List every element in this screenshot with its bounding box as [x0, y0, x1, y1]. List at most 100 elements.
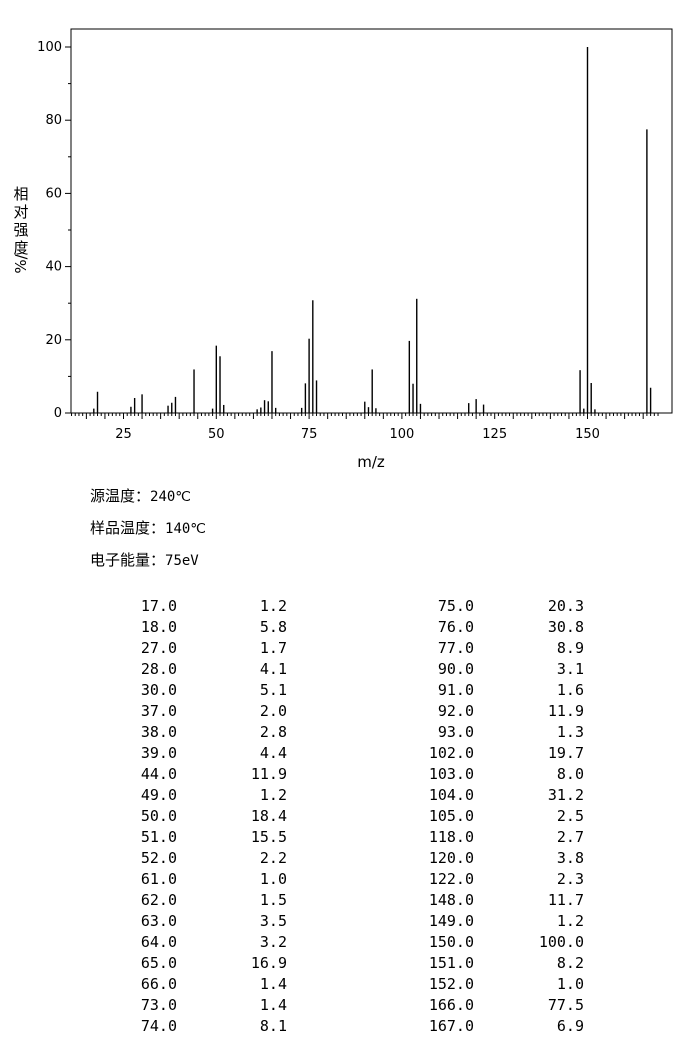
peak-mz: 38.0 — [140, 723, 177, 741]
y-axis-label-unit: %/ — [12, 253, 30, 273]
peak-intensity: 31.2 — [547, 786, 584, 804]
peak-row: 65.0 16.9 — [0, 953, 696, 974]
peak-mz: 66.0 — [140, 975, 177, 993]
peak-row: 66.0 1.4 — [0, 974, 696, 995]
y-tick-label: 40 — [45, 260, 62, 275]
peak-mz: 51.0 — [140, 828, 177, 846]
peak-mz: 105.0 — [428, 807, 474, 825]
condition-value: 75eV — [165, 553, 199, 569]
peak-row: 150.0 100.0 — [0, 932, 696, 953]
peak-intensity: 3.5 — [259, 912, 287, 930]
peak-mz: 103.0 — [428, 765, 474, 783]
peak-row: 17.0 1.2 — [0, 596, 696, 617]
y-tick-label: 20 — [45, 333, 62, 348]
peak-row: 75.0 20.3 — [0, 596, 696, 617]
peak-table-right: 75.0 20.3 76.0 30.8 77.0 8.9 90.0 3.1 91.0 1.6 92.… — [0, 596, 696, 1037]
peak-intensity: 1.3 — [556, 723, 584, 741]
x-tick-label: 75 — [301, 427, 318, 442]
peak-intensity: 16.9 — [250, 954, 287, 972]
peak-mz: 73.0 — [140, 996, 177, 1014]
peak-mz: 102.0 — [428, 744, 474, 762]
y-tick-label: 0 — [54, 406, 62, 421]
x-tick-label: 100 — [389, 427, 414, 442]
peak-intensity: 11.7 — [547, 891, 584, 909]
peak-row: 77.0 8.9 — [0, 638, 696, 659]
peak-intensity: 5.1 — [259, 681, 287, 699]
peak-intensity: 100.0 — [538, 933, 584, 951]
peak-mz: 104.0 — [428, 786, 474, 804]
peak-mz: 120.0 — [428, 849, 474, 867]
peak-row: 18.0 5.8 — [0, 617, 696, 638]
peak-mz: 91.0 — [437, 681, 474, 699]
condition-label: 源温度： — [90, 487, 151, 505]
x-axis-label: m/z — [357, 453, 385, 471]
peak-mz: 76.0 — [437, 618, 474, 636]
condition-line: 样品温度：140℃ — [90, 517, 206, 538]
peak-intensity: 1.0 — [556, 975, 584, 993]
peak-mz: 44.0 — [140, 765, 177, 783]
peak-mz: 74.0 — [140, 1017, 177, 1035]
peak-mz: 150.0 — [428, 933, 474, 951]
peak-row: 148.0 11.7 — [0, 890, 696, 911]
peak-row: 63.0 3.5 — [0, 911, 696, 932]
peak-intensity: 18.4 — [250, 807, 287, 825]
peak-mz: 37.0 — [140, 702, 177, 720]
peak-intensity: 1.7 — [259, 639, 287, 657]
peak-intensity: 8.9 — [556, 639, 584, 657]
peak-intensity: 1.2 — [556, 912, 584, 930]
peak-mz: 92.0 — [437, 702, 474, 720]
x-tick-label: 25 — [115, 427, 132, 442]
peak-intensity: 4.4 — [259, 744, 287, 762]
peak-table-left: 17.0 1.2 18.0 5.8 27.0 1.7 28.0 4.1 30.0 5.1 37.0 2… — [0, 596, 696, 1037]
peak-row: 51.0 15.5 — [0, 827, 696, 848]
peak-row: 28.0 4.1 — [0, 659, 696, 680]
peak-row: 102.0 19.7 — [0, 743, 696, 764]
peak-row: 38.0 2.8 — [0, 722, 696, 743]
condition-value: 240℃ — [150, 489, 192, 505]
peak-intensity: 19.7 — [547, 744, 584, 762]
peak-row: 44.0 11.9 — [0, 764, 696, 785]
peak-intensity: 3.8 — [556, 849, 584, 867]
peak-intensity: 77.5 — [547, 996, 584, 1014]
y-tick-label: 80 — [45, 113, 62, 128]
peak-row: 30.0 5.1 — [0, 680, 696, 701]
peak-intensity: 1.4 — [259, 996, 287, 1014]
peak-row: 49.0 1.2 — [0, 785, 696, 806]
condition-line: 电子能量：75eV — [90, 549, 199, 570]
peak-row: 104.0 31.2 — [0, 785, 696, 806]
peak-mz: 17.0 — [140, 597, 177, 615]
peak-row: 166.0 77.5 — [0, 995, 696, 1016]
peak-intensity: 11.9 — [547, 702, 584, 720]
x-axis-ticks: 25 50 75 100 125 150 — [71, 413, 659, 442]
peak-intensity: 30.8 — [547, 618, 584, 636]
peak-row: 50.0 18.4 — [0, 806, 696, 827]
y-axis-label-char: 强 — [13, 221, 28, 239]
peak-intensity: 1.5 — [259, 891, 287, 909]
peak-mz: 30.0 — [140, 681, 177, 699]
peak-row: 118.0 2.7 — [0, 827, 696, 848]
peak-mz: 148.0 — [428, 891, 474, 909]
peak-row: 37.0 2.0 — [0, 701, 696, 722]
peak-mz: 18.0 — [140, 618, 177, 636]
peak-row: 92.0 11.9 — [0, 701, 696, 722]
condition-value: 140℃ — [165, 521, 207, 537]
peak-mz: 152.0 — [428, 975, 474, 993]
peak-mz: 61.0 — [140, 870, 177, 888]
peak-intensity: 6.9 — [556, 1017, 584, 1035]
peak-intensity: 11.9 — [250, 765, 287, 783]
plot-frame — [70, 28, 673, 414]
peak-row: 120.0 3.8 — [0, 848, 696, 869]
peak-row: 64.0 3.2 — [0, 932, 696, 953]
peak-row: 76.0 30.8 — [0, 617, 696, 638]
peak-intensity: 8.1 — [259, 1017, 287, 1035]
peak-intensity: 8.2 — [556, 954, 584, 972]
peak-intensity: 8.0 — [556, 765, 584, 783]
peak-mz: 64.0 — [140, 933, 177, 951]
peak-mz: 52.0 — [140, 849, 177, 867]
peak-mz: 122.0 — [428, 870, 474, 888]
peak-row: 149.0 1.2 — [0, 911, 696, 932]
peak-intensity: 1.6 — [556, 681, 584, 699]
peak-mz: 151.0 — [428, 954, 474, 972]
peak-intensity: 3.2 — [259, 933, 287, 951]
peak-mz: 27.0 — [140, 639, 177, 657]
